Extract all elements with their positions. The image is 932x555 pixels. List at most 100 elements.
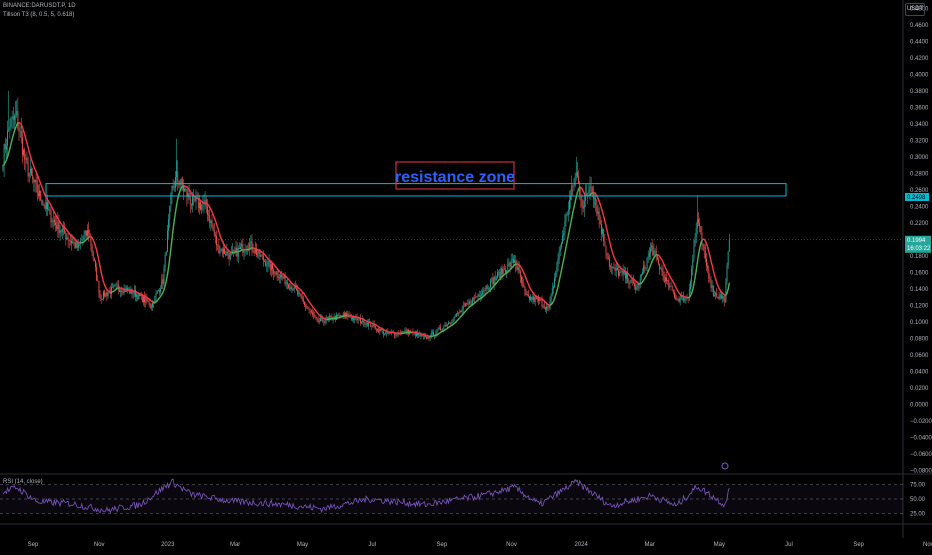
candle-body	[571, 186, 572, 196]
candle-body	[698, 220, 699, 224]
candle-body	[450, 323, 451, 324]
tillson-segment	[178, 194, 179, 199]
candle-body	[591, 187, 592, 188]
tillson-segment	[693, 284, 694, 289]
x-tick-label: Nov	[506, 542, 517, 548]
candle-body	[72, 242, 73, 243]
candle-body	[350, 317, 351, 318]
candle-body	[225, 254, 226, 255]
tillson-segment	[694, 278, 695, 284]
candle-body	[310, 310, 311, 311]
tillson-segment	[606, 226, 607, 231]
candle-body	[313, 314, 314, 315]
candle-body	[587, 194, 588, 195]
candle-body	[527, 294, 528, 295]
candle-body	[700, 226, 701, 232]
candle-body	[240, 247, 241, 249]
candle-body	[458, 313, 459, 314]
tillson-segment	[711, 261, 712, 266]
candle-body	[489, 288, 490, 289]
candle-body	[344, 313, 345, 315]
candle-body	[648, 257, 649, 258]
candle-body	[366, 323, 367, 324]
rsi-pane	[0, 479, 903, 513]
candle-body	[383, 331, 384, 335]
candle-body	[699, 223, 700, 226]
candle-body	[176, 171, 177, 177]
x-tick-label: Jul	[785, 542, 793, 548]
candle-body	[7, 130, 8, 145]
candle-body	[661, 268, 662, 271]
candle-body	[172, 186, 173, 195]
candle-body	[498, 272, 499, 273]
candle-body	[159, 290, 160, 291]
candle-body	[708, 269, 709, 279]
candle-body	[552, 288, 553, 294]
candle-body	[445, 325, 446, 326]
candle-body	[624, 272, 625, 275]
tillson-segment	[98, 255, 99, 260]
candle-body	[152, 302, 153, 307]
candle-body	[543, 306, 544, 307]
candle-body	[267, 261, 268, 265]
candle-body	[476, 296, 477, 297]
candle-body	[353, 317, 354, 320]
candle-body	[484, 290, 485, 291]
candle-body	[599, 212, 600, 220]
candle-body	[634, 283, 635, 286]
candle-body	[641, 274, 642, 276]
candle-body	[608, 256, 609, 258]
candle-body	[253, 251, 254, 253]
candle-body	[6, 146, 7, 150]
candle-body	[180, 185, 181, 186]
candle-body	[604, 241, 605, 246]
candle-body	[440, 327, 441, 330]
candle-body	[379, 329, 380, 332]
candle-body	[166, 252, 167, 254]
candle-body	[618, 270, 619, 276]
candle-body	[459, 311, 460, 313]
candle-body	[264, 261, 265, 262]
tillson-segment	[560, 270, 561, 276]
candle-body	[499, 272, 500, 278]
candle-body	[29, 173, 30, 177]
candle-body	[632, 280, 633, 281]
tillson-segment	[712, 266, 713, 271]
zone-price-tag-text: 0.2498	[907, 195, 926, 201]
candle-body	[38, 193, 39, 196]
candle-body	[495, 277, 496, 280]
candle-body	[666, 277, 667, 281]
candle-body	[281, 275, 282, 277]
candle-body	[61, 231, 62, 232]
candle-body	[472, 298, 473, 304]
candle-body	[27, 158, 28, 163]
candle-body	[95, 261, 96, 267]
candle-body	[68, 238, 69, 241]
candle-body	[46, 202, 47, 209]
tillson-segment	[171, 239, 172, 249]
candle-body	[191, 205, 192, 206]
candle-body	[622, 271, 623, 272]
y-tick-label: −0.0800	[910, 468, 932, 474]
currency-unit-button[interactable]: USDT	[905, 3, 925, 16]
y-tick-label: 0.0400	[910, 369, 929, 375]
candle-body	[519, 268, 520, 272]
candle-body	[212, 221, 213, 227]
candle-body	[558, 260, 559, 268]
candle-body	[523, 283, 524, 287]
candle-body	[481, 295, 482, 296]
candle-body	[595, 198, 596, 205]
candle-body	[442, 330, 443, 331]
candle-body	[190, 199, 191, 204]
candle-body	[555, 273, 556, 278]
tillson-segment	[11, 139, 12, 144]
candle-body	[4, 144, 5, 166]
candle-body	[116, 284, 117, 285]
candle-body	[620, 272, 621, 273]
candle-body	[625, 272, 626, 279]
y-tick-label: 0.1800	[910, 254, 929, 260]
candle-body	[262, 255, 263, 256]
y-tick-label: 0.2800	[910, 171, 929, 177]
candle-body	[93, 253, 94, 259]
